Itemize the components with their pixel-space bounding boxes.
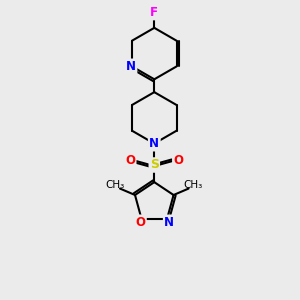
Text: F: F xyxy=(150,6,158,19)
Text: N: N xyxy=(126,60,136,73)
Text: O: O xyxy=(135,216,146,229)
Text: CH₃: CH₃ xyxy=(106,180,125,190)
Text: S: S xyxy=(150,158,159,172)
Text: O: O xyxy=(125,154,135,166)
Text: CH₃: CH₃ xyxy=(184,180,203,190)
Text: N: N xyxy=(149,137,159,150)
Text: N: N xyxy=(164,216,174,229)
Text: O: O xyxy=(173,154,184,166)
